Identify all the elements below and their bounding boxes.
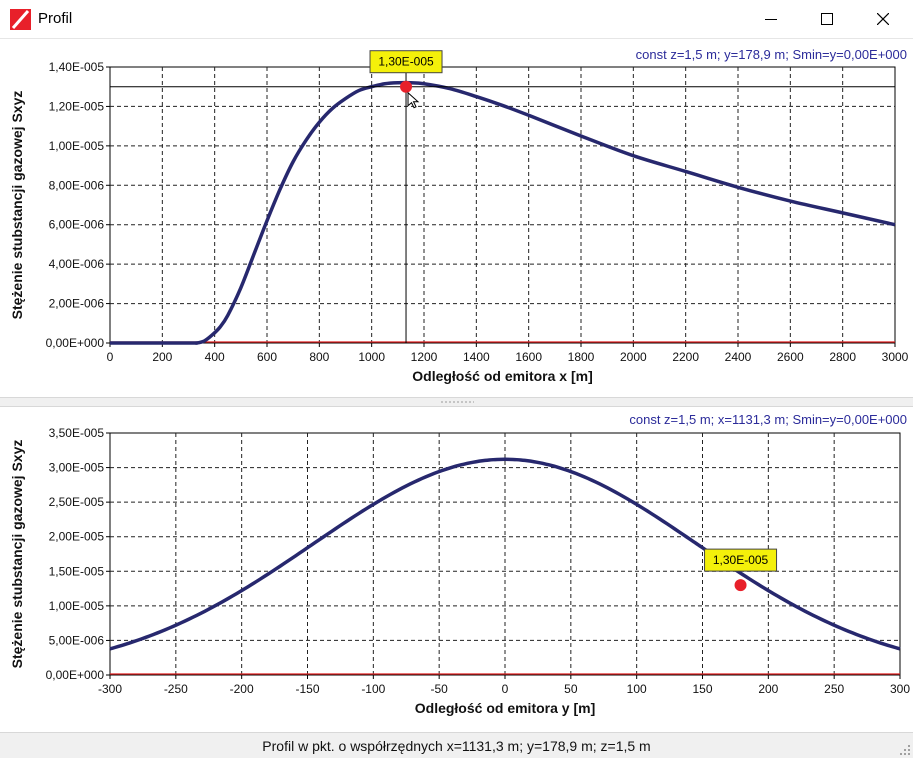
top-chart-x-tick-label: 800 xyxy=(309,350,329,364)
top-chart-y-tick-label: 1,20E-005 xyxy=(49,99,105,113)
mouse-cursor-icon xyxy=(407,91,420,109)
top-chart-x-tick-label: 400 xyxy=(205,350,225,364)
bottom-chart-y-tick-label: 1,00E-005 xyxy=(49,599,105,613)
splitter-handle[interactable] xyxy=(0,397,913,407)
bottom-chart-y-tick-label: 2,00E-005 xyxy=(49,530,105,544)
top-chart[interactable]: 0 200 400 600 800 1000 1200 1400 1600 1800 2000 220… xyxy=(0,38,913,397)
top-chart-panel[interactable]: const z=1,5 m; y=178,9 m; Smin=y=0,00E+0… xyxy=(0,38,913,397)
title-bar: Profil xyxy=(0,0,913,39)
top-chart-x-tick-label: 3000 xyxy=(882,350,909,364)
top-chart-y-tick-label: 1,00E-005 xyxy=(49,139,105,153)
bottom-chart-marker-point xyxy=(734,579,747,592)
bottom-chart-x-tick-label: -50 xyxy=(430,682,448,696)
top-chart-marker-point xyxy=(400,80,413,93)
bottom-chart-x-tick-label: 150 xyxy=(692,682,712,696)
bottom-chart-tooltip-box xyxy=(704,548,778,572)
top-chart-x-tick-label: 1600 xyxy=(515,350,542,364)
bottom-chart-x-tick-label: 300 xyxy=(890,682,910,696)
bottom-chart-x-tick-label: 50 xyxy=(564,682,578,696)
maximize-icon xyxy=(821,13,833,25)
bottom-chart-y-tick-label: 0,00E+000 xyxy=(46,668,105,682)
top-chart-y-tick-label: 4,00E-006 xyxy=(49,257,105,271)
bottom-chart-x-tick-label: -100 xyxy=(361,682,385,696)
close-icon xyxy=(877,13,889,25)
status-bar: Profil w pkt. o współrzędnych x=1131,3 m… xyxy=(0,732,913,758)
top-chart-x-tick-label: 2600 xyxy=(777,350,804,364)
top-chart-x-tick-label: 1400 xyxy=(463,350,490,364)
bottom-chart-tooltip-text: 1,30E-005 xyxy=(713,553,769,567)
bottom-chart-info: const z=1,5 m; x=1131,3 m; Smin=y=0,00E+… xyxy=(629,412,907,427)
window-title: Profil xyxy=(38,10,73,27)
top-chart-x-tick-label: 2000 xyxy=(620,350,647,364)
bottom-chart-y-tick-label: 3,00E-005 xyxy=(49,461,105,475)
bottom-chart-x-tick-label: -200 xyxy=(230,682,254,696)
app-logo-icon xyxy=(10,9,31,30)
top-chart-x-tick-label: 2200 xyxy=(672,350,699,364)
bottom-chart-x-tick-label: 250 xyxy=(824,682,844,696)
top-chart-plot-area xyxy=(109,66,896,344)
top-chart-x-tick-label: 200 xyxy=(152,350,172,364)
bottom-chart-x-tick-label: -250 xyxy=(164,682,188,696)
top-chart-y-axis-title: Stężenie stubstancji gazowej Sxyz xyxy=(9,91,25,320)
status-text: Profil w pkt. o współrzędnych x=1131,3 m… xyxy=(262,738,651,754)
top-chart-x-tick-label: 1000 xyxy=(358,350,385,364)
bottom-chart-y-tick-label: 5,00E-006 xyxy=(49,633,105,647)
top-chart-info: const z=1,5 m; y=178,9 m; Smin=y=0,00E+0… xyxy=(635,47,907,62)
top-chart-x-tick-label: 600 xyxy=(257,350,277,364)
bottom-chart-x-tick-label: 100 xyxy=(627,682,647,696)
minimize-button[interactable] xyxy=(743,0,799,38)
minimize-icon xyxy=(765,19,777,20)
top-chart-x-tick-label: 1200 xyxy=(411,350,438,364)
top-chart-tooltip-box xyxy=(369,50,443,74)
bottom-chart-series-line xyxy=(109,457,901,651)
top-chart-x-tick-label: 1800 xyxy=(568,350,595,364)
top-chart-x-axis-title: Odległość od emitora x [m] xyxy=(412,368,592,384)
bottom-chart[interactable]: -300 -250 -200 -150 -100 -50 0 50 100 150 200 250 30… xyxy=(0,405,913,732)
top-chart-y-tick-label: 0,00E+000 xyxy=(46,336,105,350)
bottom-chart-y-tick-label: 2,50E-005 xyxy=(49,495,105,509)
bottom-chart-y-tick-label: 3,50E-005 xyxy=(49,426,105,440)
top-chart-tooltip-text: 1,30E-005 xyxy=(378,55,434,69)
top-chart-x-tick-label: 0 xyxy=(107,350,114,364)
top-chart-y-tick-label: 2,00E-006 xyxy=(49,297,105,311)
bottom-chart-x-tick-label: 0 xyxy=(502,682,509,696)
bottom-chart-y-axis-title: Stężenie stubstancji gazowej Sxyz xyxy=(9,440,25,669)
bottom-chart-panel[interactable]: const z=1,5 m; x=1131,3 m; Smin=y=0,00E+… xyxy=(0,405,913,732)
resize-grip-icon[interactable] xyxy=(899,744,911,756)
top-chart-x-tick-label: 2400 xyxy=(725,350,752,364)
bottom-chart-x-tick-label: -300 xyxy=(98,682,122,696)
splitter-grip-icon xyxy=(440,401,474,403)
bottom-chart-y-tick-label: 1,50E-005 xyxy=(49,564,105,578)
bottom-chart-x-tick-label: 200 xyxy=(758,682,778,696)
maximize-button[interactable] xyxy=(799,0,855,38)
bottom-chart-x-tick-label: -150 xyxy=(295,682,319,696)
top-chart-series-line xyxy=(110,80,896,345)
top-chart-x-tick-label: 2800 xyxy=(829,350,856,364)
top-chart-y-tick-label: 1,40E-005 xyxy=(49,60,105,74)
top-chart-y-tick-label: 8,00E-006 xyxy=(49,178,105,192)
close-button[interactable] xyxy=(855,0,911,38)
top-chart-y-tick-label: 6,00E-006 xyxy=(49,218,105,232)
bottom-chart-x-axis-title: Odległość od emitora y [m] xyxy=(415,700,595,716)
